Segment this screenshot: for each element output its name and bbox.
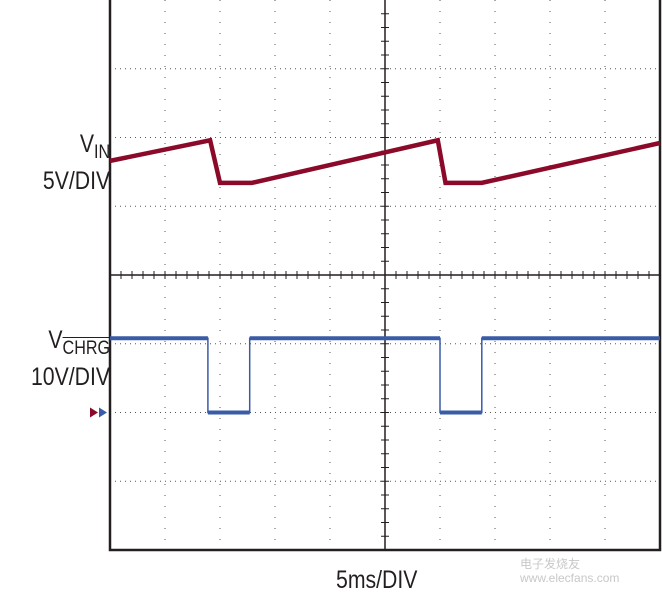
x-axis-label: 5ms/DIV xyxy=(336,566,418,594)
vin-ground-marker-icon xyxy=(90,407,98,418)
vin-label: VIN 5V/DIV xyxy=(42,130,110,195)
watermark: 电子发烧友 www.elecfans.com xyxy=(520,557,620,585)
vchrg-label: VCHRG 10V/DIV xyxy=(30,326,110,391)
vchrg-ground-marker-icon xyxy=(99,407,107,418)
plot-frame xyxy=(108,0,662,552)
vin-trace xyxy=(109,137,661,186)
